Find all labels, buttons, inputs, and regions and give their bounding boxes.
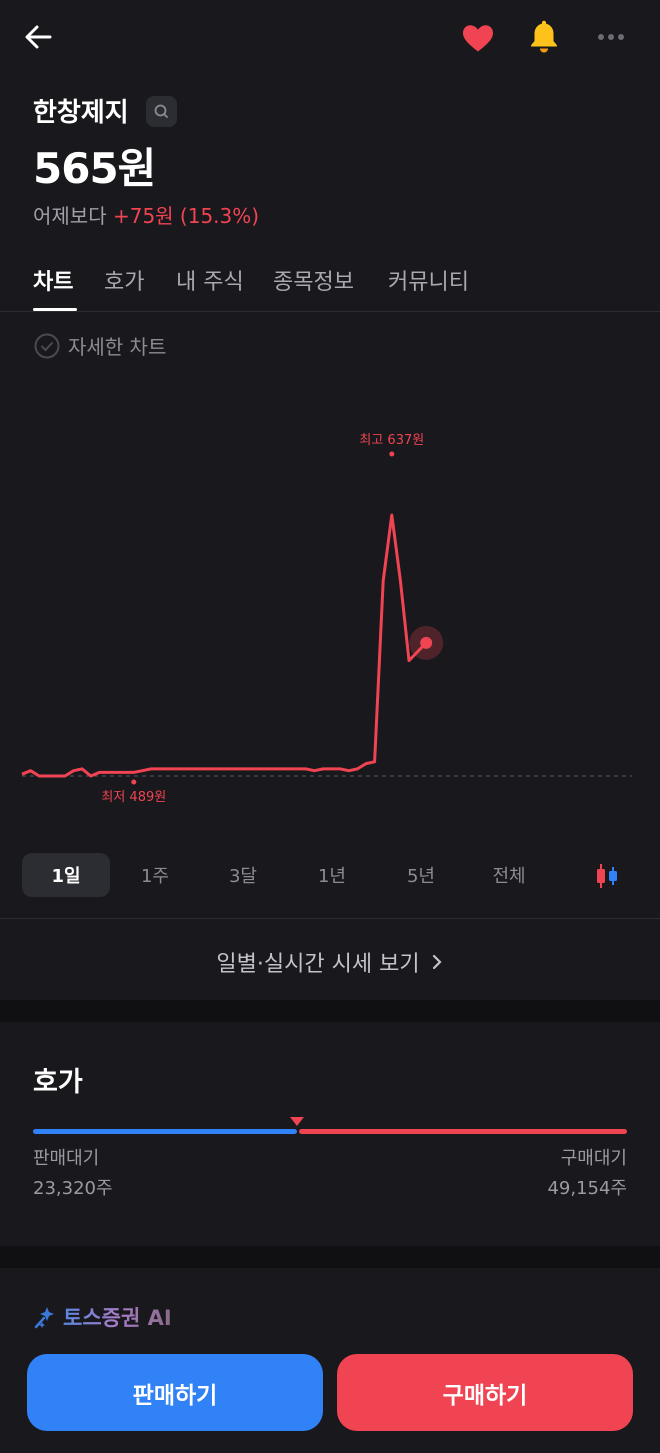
period-3m[interactable]: 3달 [228,866,257,887]
period-5y[interactable]: 5년 [406,866,435,887]
heart-icon[interactable] [460,20,496,56]
high-marker [389,451,395,457]
low-label: 최저 489원 [101,790,166,805]
sell-pending-qty: 23,320주 [33,1178,113,1199]
tab-stock-info[interactable]: 종목정보 [273,270,354,295]
sell-pending-label: 판매대기 [33,1148,100,1169]
chevron-right-icon [432,954,442,970]
daily-link-label: 일별·실시간 시세 보기 [216,952,420,977]
active-tab-indicator [33,308,77,311]
period-1y[interactable]: 1년 [317,866,346,887]
top-bar [0,0,660,76]
toss-ai-label: 토스증권 AI [63,1302,172,1332]
stock-name: 한창제지 [33,98,129,128]
tab-bar: 차트 호가 내 주식 종목정보 커뮤니티 [0,258,660,312]
tab-community[interactable]: 커뮤니티 [388,270,469,295]
daily-realtime-link[interactable]: 일별·실시간 시세 보기 [0,940,660,984]
sell-button[interactable]: 판매하기 [27,1354,323,1431]
price-chart[interactable]: 최고 637원 최저 489원 [0,420,660,820]
arrow-left-icon[interactable] [22,20,56,54]
price-change: 어제보다 +75원 (15.3%) [33,200,259,229]
bell-icon[interactable] [527,18,561,56]
buy-pending-qty: 49,154주 [547,1178,627,1199]
period-1w[interactable]: 1주 [140,866,169,887]
tab-my-stock[interactable]: 내 주식 [176,270,244,295]
period-all[interactable]: 전체 [492,866,526,887]
tab-hoga[interactable]: 호가 [104,270,145,295]
change-prefix: 어제보다 [33,204,107,228]
change-value: +75원 (15.3%) [112,204,260,228]
current-price: 565원 [33,144,156,193]
more-horizontal-icon[interactable] [596,30,626,44]
current-price-marker-icon [290,1117,304,1126]
sell-pending-bar [33,1129,297,1134]
period-selector: 1일 1주 3달 1년 5년 전체 [22,853,642,897]
detail-chart-toggle[interactable]: 자세한 차트 [34,331,166,360]
sparkle-icon [34,1307,54,1329]
toss-ai-button[interactable]: 토스증권 AI [33,1302,172,1332]
buy-pending-label: 구매대기 [560,1148,627,1169]
search-button[interactable] [146,96,177,127]
search-icon [154,104,168,118]
candlestick-icon[interactable] [594,862,620,890]
low-marker [131,779,137,785]
current-point [420,636,433,649]
high-label: 최고 637원 [359,433,424,448]
section-gap [0,1000,660,1022]
check-circle-icon [34,333,60,358]
hoga-title: 호가 [33,1067,83,1098]
buy-pending-bar [299,1129,627,1134]
divider [0,918,660,919]
tab-chart[interactable]: 차트 [33,270,74,295]
section-gap [0,1246,660,1268]
price-line [21,513,428,778]
period-1d[interactable]: 1일 [22,853,110,897]
detail-chart-label: 자세한 차트 [68,335,167,359]
buy-button[interactable]: 구매하기 [337,1354,633,1431]
